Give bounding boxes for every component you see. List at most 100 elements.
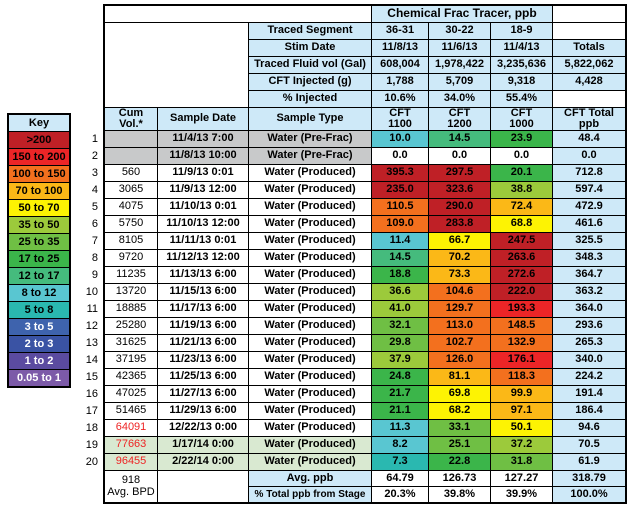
cft-value-cell: 7.3 xyxy=(372,454,428,470)
sample-type-cell: Water (Produced) xyxy=(249,437,371,453)
cft-value-cell: 81.1 xyxy=(429,369,490,385)
cum-vol-cell: 4075 xyxy=(105,199,157,215)
cft-value-cell: 41.0 xyxy=(372,301,428,317)
cft-total-cell: 712.8 xyxy=(553,165,625,181)
cft-value-cell: 36.6 xyxy=(372,284,428,300)
key-bin: 70 to 100 xyxy=(9,183,69,199)
pct-from-stage-label: % Total ppb from Stage xyxy=(249,487,371,502)
sample-date-cell: 11/4/13 7:00 xyxy=(158,131,248,147)
row-number: 9 xyxy=(91,269,98,281)
cft-value-cell: 73.3 xyxy=(429,267,490,283)
key-bin: 3 to 5 xyxy=(9,319,69,335)
cft-total-cell: 472.9 xyxy=(553,199,625,215)
column-header: CFT 1100 xyxy=(372,108,428,130)
cft-value-cell: 283.8 xyxy=(429,216,490,232)
sample-type-cell: Water (Produced) xyxy=(249,301,371,317)
cft-total-cell: 293.6 xyxy=(553,318,625,334)
key-bin: 35 to 50 xyxy=(9,217,69,233)
cft-value-cell: 0.0 xyxy=(429,148,490,164)
sample-date-cell: 11/17/13 6:00 xyxy=(158,301,248,317)
row-number: 20 xyxy=(85,456,98,468)
meta-value: 11/6/13 xyxy=(429,40,490,56)
cft-value-cell: 32.1 xyxy=(372,318,428,334)
row-number: 3 xyxy=(91,167,98,179)
meta-value: 5,709 xyxy=(429,74,490,90)
table-title: Chemical Frac Tracer, ppb xyxy=(372,6,552,22)
cft-value-cell: 37.9 xyxy=(372,352,428,368)
cft-value-cell: 118.3 xyxy=(491,369,552,385)
sample-type-cell: Water (Produced) xyxy=(249,250,371,266)
row-number: 7 xyxy=(91,235,98,247)
cft-value-cell: 247.5 xyxy=(491,233,552,249)
cft-value-cell: 263.6 xyxy=(491,250,552,266)
cum-vol-cell: 3065 xyxy=(105,182,157,198)
sample-type-cell: Water (Produced) xyxy=(249,165,371,181)
sample-type-cell: Water (Produced) xyxy=(249,182,371,198)
row-number: 11 xyxy=(86,303,98,315)
cft-total-cell: 191.4 xyxy=(553,386,625,402)
cft-value-cell: 20.1 xyxy=(491,165,552,181)
pct-from-stage-value: 20.3% xyxy=(372,487,428,502)
column-header: Sample Type xyxy=(249,108,371,130)
cft-value-cell: 50.1 xyxy=(491,420,552,436)
sample-date-cell: 11/29/13 6:00 xyxy=(158,403,248,419)
cft-value-cell: 126.0 xyxy=(429,352,490,368)
cft-value-cell: 148.5 xyxy=(491,318,552,334)
cum-vol-cell: 77663 xyxy=(105,437,157,453)
cft-value-cell: 22.8 xyxy=(429,454,490,470)
cft-value-cell: 132.9 xyxy=(491,335,552,351)
sample-date-cell: 11/21/13 6:00 xyxy=(158,335,248,351)
row-number: 8 xyxy=(91,252,98,264)
cft-value-cell: 10.0 xyxy=(372,131,428,147)
cft-value-cell: 11.3 xyxy=(372,420,428,436)
cft-value-cell: 395.3 xyxy=(372,165,428,181)
sample-type-cell: Water (Produced) xyxy=(249,216,371,232)
row-number: 6 xyxy=(91,218,98,230)
sample-date-cell: 11/12/13 12:00 xyxy=(158,250,248,266)
cum-vol-cell: 96455 xyxy=(105,454,157,470)
avg-ppb-value: 126.73 xyxy=(429,471,490,486)
sample-date-cell: 11/10/13 0:01 xyxy=(158,199,248,215)
cum-vol-cell: 8105 xyxy=(105,233,157,249)
sample-date-cell: 11/25/13 6:00 xyxy=(158,369,248,385)
key-bin: 50 to 70 xyxy=(9,200,69,216)
cft-value-cell: 72.4 xyxy=(491,199,552,215)
column-header: CFT Total ppb xyxy=(553,108,625,130)
meta-total xyxy=(553,23,625,39)
cft-total-cell: 461.6 xyxy=(553,216,625,232)
cft-value-cell: 102.7 xyxy=(429,335,490,351)
sample-date-cell: 11/15/13 6:00 xyxy=(158,284,248,300)
sample-type-cell: Water (Produced) xyxy=(249,403,371,419)
sample-date-cell: 11/13/13 6:00 xyxy=(158,267,248,283)
cft-value-cell: 69.8 xyxy=(429,386,490,402)
sample-date-cell: 11/10/13 12:00 xyxy=(158,216,248,232)
cft-value-cell: 110.5 xyxy=(372,199,428,215)
meta-label: Traced Segment xyxy=(249,23,371,39)
sample-type-cell: Water (Produced) xyxy=(249,420,371,436)
sample-date-cell: 2/22/14 0:00 xyxy=(158,454,248,470)
row-number: 18 xyxy=(85,422,98,434)
meta-value: 11/4/13 xyxy=(491,40,552,56)
cft-total-cell: 348.3 xyxy=(553,250,625,266)
cft-total-cell: 94.6 xyxy=(553,420,625,436)
avg-ppb-label: Avg. ppb xyxy=(249,471,371,486)
cft-value-cell: 29.8 xyxy=(372,335,428,351)
cft-total-cell: 224.2 xyxy=(553,369,625,385)
cft-value-cell: 97.1 xyxy=(491,403,552,419)
sample-type-cell: Water (Produced) xyxy=(249,386,371,402)
cft-value-cell: 235.0 xyxy=(372,182,428,198)
cum-vol-cell: 25280 xyxy=(105,318,157,334)
cft-value-cell: 70.2 xyxy=(429,250,490,266)
meta-value: 9,318 xyxy=(491,74,552,90)
cft-value-cell: 222.0 xyxy=(491,284,552,300)
cft-value-cell: 8.2 xyxy=(372,437,428,453)
meta-label: Stim Date xyxy=(249,40,371,56)
cft-value-cell: 297.5 xyxy=(429,165,490,181)
sample-date-cell: 11/27/13 6:00 xyxy=(158,386,248,402)
meta-value: 11/8/13 xyxy=(372,40,428,56)
cft-value-cell: 68.8 xyxy=(491,216,552,232)
cum-vol-cell xyxy=(105,131,157,147)
cum-vol-cell: 51465 xyxy=(105,403,157,419)
cft-value-cell: 323.6 xyxy=(429,182,490,198)
cft-value-cell: 68.2 xyxy=(429,403,490,419)
